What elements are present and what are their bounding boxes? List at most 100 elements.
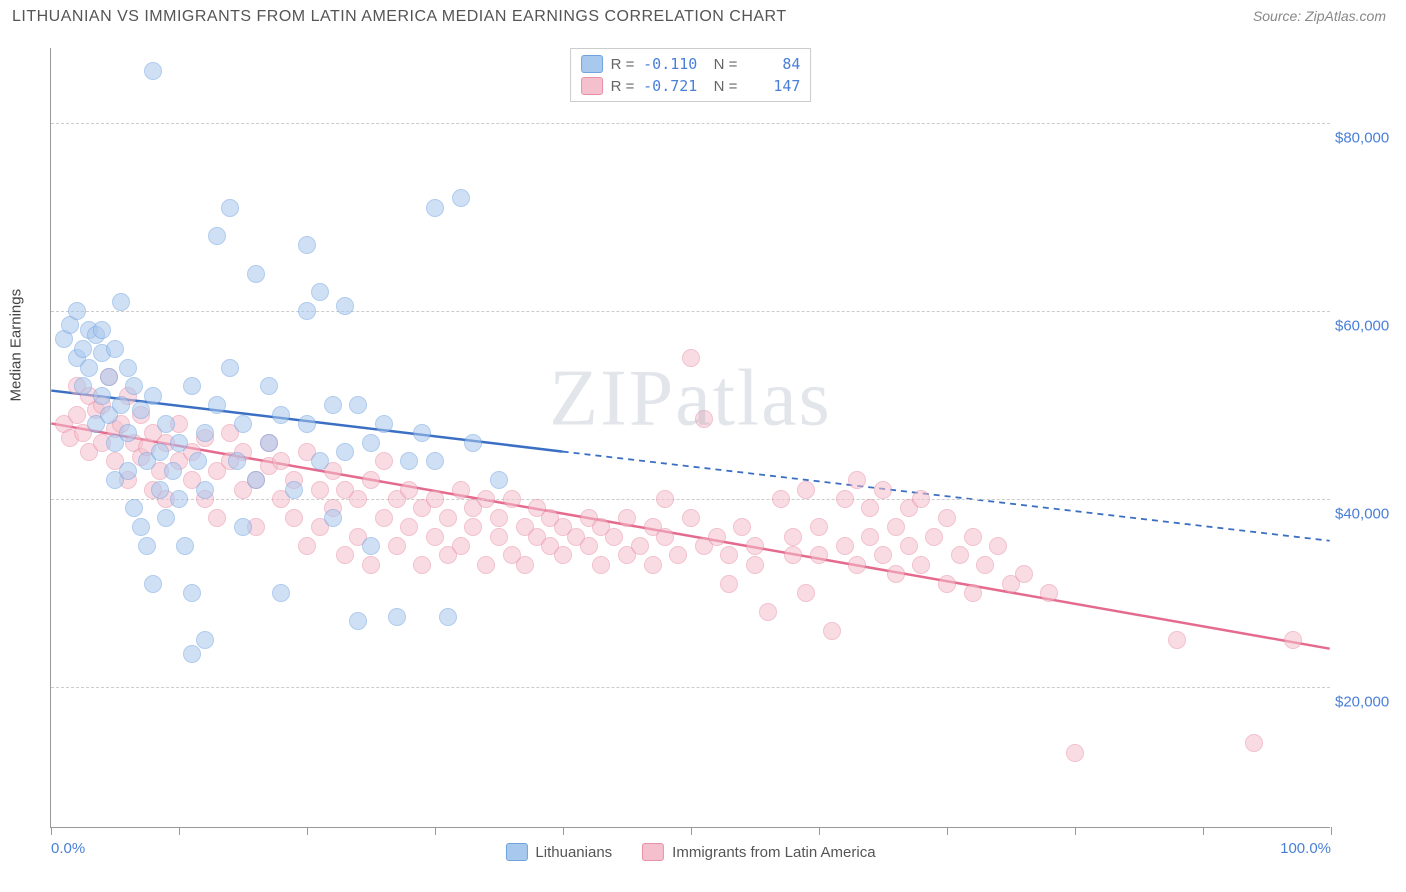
scatter-point-blue	[349, 396, 367, 414]
gridline	[51, 311, 1330, 312]
scatter-point-pink	[375, 452, 393, 470]
scatter-point-blue	[112, 396, 130, 414]
scatter-point-blue	[400, 452, 418, 470]
scatter-point-blue	[388, 608, 406, 626]
scatter-point-pink	[516, 556, 534, 574]
scatter-point-pink	[272, 452, 290, 470]
scatter-point-blue	[164, 462, 182, 480]
scatter-point-blue	[228, 452, 246, 470]
scatter-point-blue	[80, 359, 98, 377]
scatter-point-pink	[1168, 631, 1186, 649]
scatter-point-blue	[68, 302, 86, 320]
scatter-point-blue	[298, 236, 316, 254]
trend-lines	[51, 48, 1330, 827]
scatter-point-pink	[887, 565, 905, 583]
scatter-point-blue	[362, 537, 380, 555]
scatter-point-pink	[682, 349, 700, 367]
scatter-point-blue	[298, 302, 316, 320]
scatter-point-pink	[1284, 631, 1302, 649]
scatter-point-blue	[452, 189, 470, 207]
scatter-point-pink	[772, 490, 790, 508]
scatter-point-blue	[151, 481, 169, 499]
series-legend: Lithuanians Immigrants from Latin Americ…	[505, 843, 875, 861]
scatter-point-blue	[234, 415, 252, 433]
scatter-point-blue	[196, 424, 214, 442]
scatter-point-blue	[272, 584, 290, 602]
gridline	[51, 499, 1330, 500]
scatter-point-blue	[234, 518, 252, 536]
scatter-point-blue	[221, 199, 239, 217]
y-tick-label: $20,000	[1335, 694, 1405, 711]
scatter-point-blue	[138, 537, 156, 555]
scatter-point-pink	[874, 481, 892, 499]
scatter-point-blue	[93, 387, 111, 405]
x-tick	[947, 827, 948, 835]
scatter-point-pink	[848, 471, 866, 489]
scatter-point-pink	[375, 509, 393, 527]
x-tick-label: 0.0%	[51, 840, 85, 857]
scatter-point-pink	[746, 556, 764, 574]
scatter-point-pink	[708, 528, 726, 546]
scatter-point-pink	[964, 584, 982, 602]
scatter-point-pink	[861, 499, 879, 517]
scatter-point-blue	[132, 401, 150, 419]
scatter-point-pink	[695, 410, 713, 428]
y-axis-label: Median Earnings	[8, 288, 25, 401]
scatter-point-blue	[125, 377, 143, 395]
swatch-blue-icon	[581, 55, 603, 73]
scatter-point-blue	[362, 434, 380, 452]
scatter-point-pink	[797, 481, 815, 499]
n-label: N =	[705, 78, 737, 95]
scatter-point-blue	[196, 481, 214, 499]
legend-item-lithuanians: Lithuanians	[505, 843, 612, 861]
scatter-point-pink	[413, 556, 431, 574]
scatter-point-pink	[976, 556, 994, 574]
x-tick	[1203, 827, 1204, 835]
scatter-point-blue	[285, 481, 303, 499]
scatter-point-blue	[490, 471, 508, 489]
scatter-point-blue	[157, 509, 175, 527]
x-tick	[691, 827, 692, 835]
scatter-point-blue	[426, 199, 444, 217]
y-tick-label: $80,000	[1335, 130, 1405, 147]
scatter-point-pink	[208, 509, 226, 527]
n-value-blue: 84	[745, 55, 800, 73]
r-value-pink: -0.721	[642, 77, 697, 95]
scatter-point-pink	[810, 546, 828, 564]
scatter-point-blue	[112, 293, 130, 311]
scatter-point-blue	[189, 452, 207, 470]
scatter-point-blue	[272, 406, 290, 424]
scatter-point-blue	[439, 608, 457, 626]
y-tick-label: $40,000	[1335, 506, 1405, 523]
r-label: R =	[611, 78, 635, 95]
scatter-point-pink	[938, 575, 956, 593]
scatter-point-blue	[324, 509, 342, 527]
scatter-point-pink	[874, 546, 892, 564]
scatter-point-pink	[784, 546, 802, 564]
scatter-point-pink	[503, 490, 521, 508]
source-attribution: Source: ZipAtlas.com	[1253, 8, 1386, 24]
scatter-point-pink	[925, 528, 943, 546]
scatter-point-blue	[144, 62, 162, 80]
legend-row-blue: R = -0.110 N = 84	[581, 53, 801, 75]
scatter-point-blue	[170, 434, 188, 452]
x-tick	[1075, 827, 1076, 835]
scatter-point-pink	[912, 556, 930, 574]
r-label: R =	[611, 56, 635, 73]
scatter-point-blue	[183, 584, 201, 602]
scatter-point-blue	[170, 490, 188, 508]
scatter-point-pink	[644, 556, 662, 574]
x-tick	[51, 827, 52, 835]
swatch-pink-icon	[581, 77, 603, 95]
scatter-point-blue	[132, 518, 150, 536]
correlation-stats-legend: R = -0.110 N = 84 R = -0.721 N = 147	[570, 48, 812, 102]
scatter-point-blue	[311, 283, 329, 301]
scatter-point-pink	[477, 490, 495, 508]
scatter-point-pink	[400, 481, 418, 499]
scatter-point-pink	[426, 490, 444, 508]
scatter-point-pink	[656, 490, 674, 508]
scatter-point-blue	[208, 396, 226, 414]
scatter-point-pink	[1040, 584, 1058, 602]
scatter-point-pink	[759, 603, 777, 621]
scatter-point-pink	[631, 537, 649, 555]
